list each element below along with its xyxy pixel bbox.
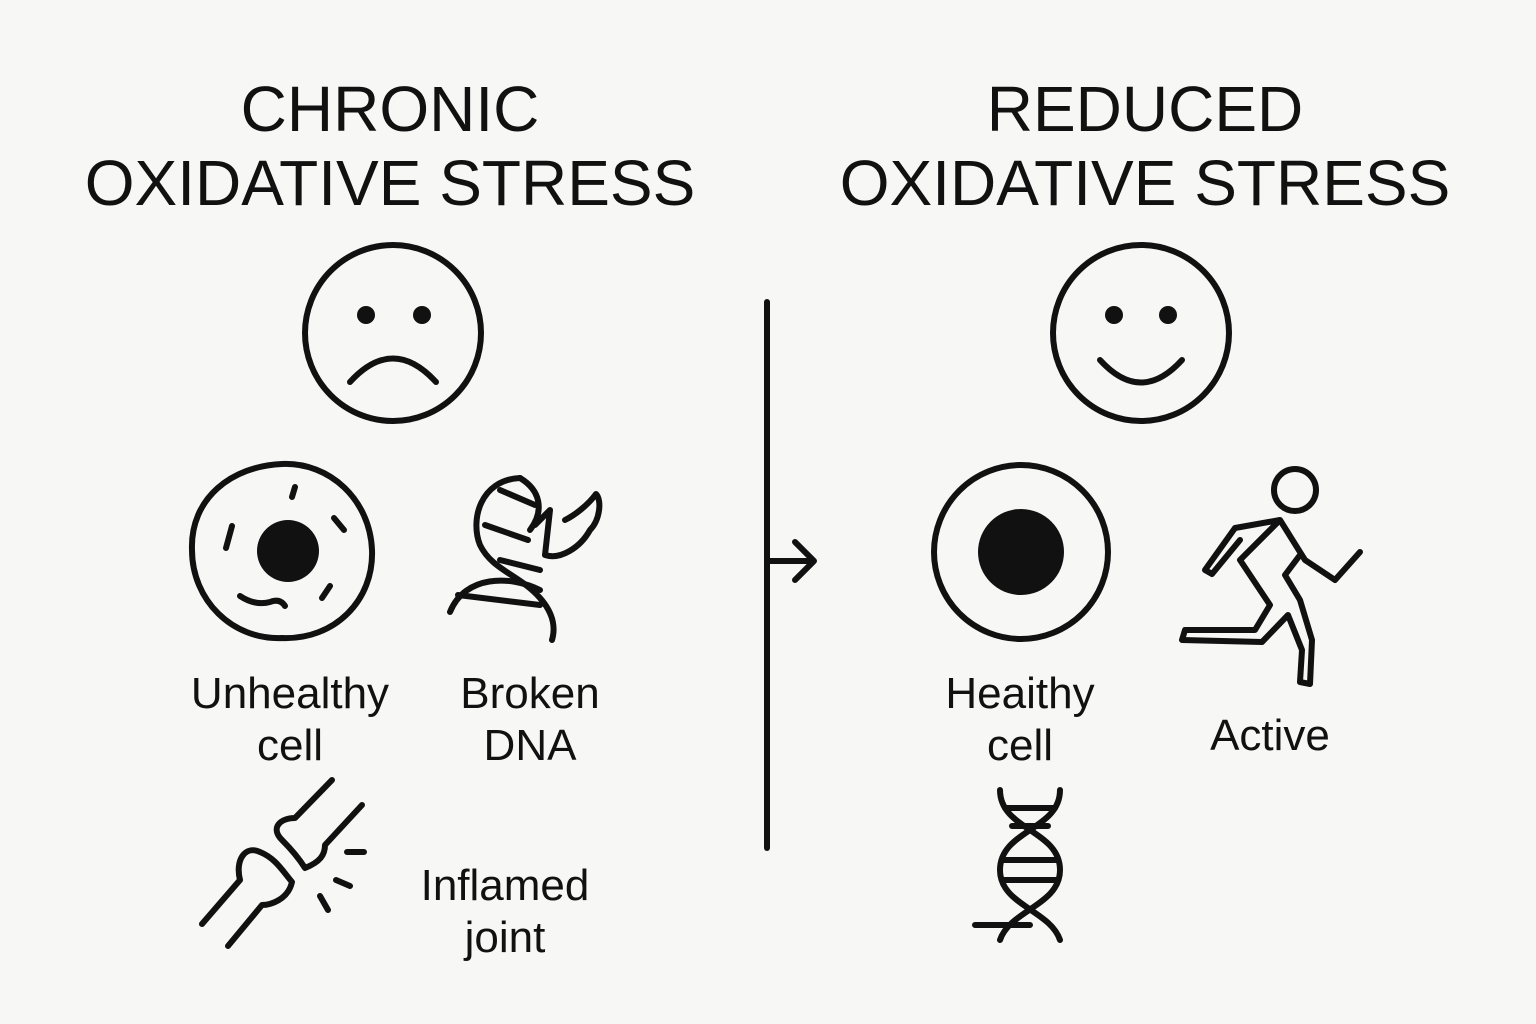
label-line: DNA <box>483 721 577 770</box>
right-title-line2: OXIDATIVE STRESS <box>839 147 1451 219</box>
left-title-line2: OXIDATIVE STRESS <box>84 147 696 219</box>
label-unhealthy-cell: Unhealthy cell <box>160 668 420 772</box>
label-active: Active <box>1170 710 1370 762</box>
label-inflamed-joint: Inflamed joint <box>390 860 620 964</box>
label-broken-dna: Broken DNA <box>420 668 640 772</box>
label-healthy-cell: Heaithy cell <box>900 668 1140 772</box>
right-title-line1: REDUCED <box>986 73 1304 145</box>
left-title: CHRONIC OXIDATIVE STRESS <box>40 72 740 220</box>
label-line: Unhealthy <box>190 669 390 718</box>
dna-helix-icon <box>972 787 1063 943</box>
healthy-cell-icon <box>931 462 1111 642</box>
left-title-line1: CHRONIC <box>240 73 540 145</box>
label-line: cell <box>986 721 1054 770</box>
label-line: joint <box>464 913 546 962</box>
label-line: Active <box>1210 711 1330 760</box>
inflamed-joint-icon <box>199 777 367 949</box>
broken-dna-icon <box>447 475 603 643</box>
label-line: Heaithy <box>945 669 1095 718</box>
label-line: Broken <box>460 669 600 718</box>
running-person-icon <box>1179 466 1363 687</box>
arrow-right-icon <box>767 539 817 583</box>
happy-face-icon <box>1050 242 1232 424</box>
right-title: REDUCED OXIDATIVE STRESS <box>795 72 1495 220</box>
sad-face-icon <box>302 242 484 424</box>
label-line: cell <box>256 721 324 770</box>
damaged-cell-icon <box>188 460 376 642</box>
label-line: Inflamed <box>420 861 590 910</box>
